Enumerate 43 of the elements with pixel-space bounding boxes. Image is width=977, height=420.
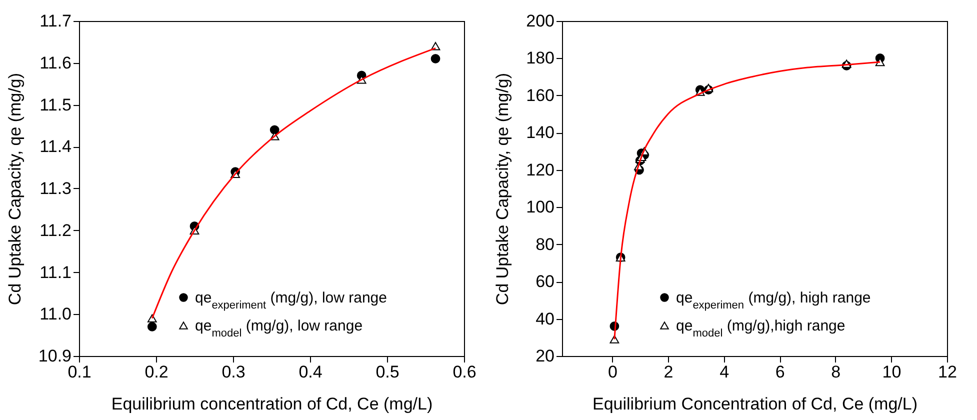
y-tick-label: 20 <box>536 346 554 366</box>
y-tick-label: 80 <box>536 234 554 254</box>
y-tick-label: 10.9 <box>38 346 72 366</box>
x-axis-title: Equilibrium concentration of Cd, Ce (mg/L) <box>111 394 433 414</box>
x-tick-label: 0.5 <box>376 362 400 382</box>
y-tick-label: 160 <box>526 86 554 105</box>
x-tick-label: 0.3 <box>222 362 246 382</box>
x-tick-label: 0.4 <box>298 362 322 382</box>
x-tick-label: 0 <box>608 362 618 382</box>
y-tick-label: 11.3 <box>40 179 72 198</box>
y-tick-label: 100 <box>526 198 554 217</box>
y-axis-title: Cd Uptake Capacity, qe (mg/g) <box>493 72 512 306</box>
y-tick-label: 11.0 <box>40 304 72 324</box>
y-tick-label: 11.5 <box>40 95 72 114</box>
y-tick-label: 40 <box>536 309 554 328</box>
y-tick-label: 180 <box>526 48 554 68</box>
point <box>147 322 157 332</box>
y-tick-label: 11.1 <box>40 262 72 282</box>
y-tick-label: 11.4 <box>40 137 72 156</box>
x-tick-label: 10 <box>882 362 902 382</box>
y-tick-label: 60 <box>536 272 554 292</box>
x-tick-label: 0.6 <box>452 362 476 382</box>
x-tick-label: 12 <box>938 362 957 382</box>
point <box>270 125 280 135</box>
y-tick-label: 120 <box>526 160 554 180</box>
legend-label: qe$_{experiment}$ (mg/g), low range <box>195 290 387 312</box>
y-tick-label: 200 <box>526 12 554 30</box>
y-tick-label: 11.7 <box>40 12 72 30</box>
x-axis-title: Equilibrium Concentration of Cd, Ce (mg/L) <box>592 394 918 414</box>
y-tick-label: 11.6 <box>40 53 72 72</box>
x-tick-label: 0.1 <box>68 362 92 382</box>
y-tick-label: 11.2 <box>40 220 72 240</box>
x-tick-label: 6 <box>775 362 785 382</box>
point <box>430 54 440 64</box>
x-tick-label: 8 <box>831 362 841 382</box>
x-tick-label: 4 <box>720 362 730 382</box>
y-axis-title: Cd Uptake Capacity, qe (mg/g) <box>5 72 24 306</box>
legend-label: qe$_{model}$ (mg/g), low range <box>195 318 363 340</box>
x-tick-label: 0.2 <box>144 362 168 382</box>
legend-label: qe$_{model}$ (mg/g),high range <box>676 318 846 340</box>
y-tick-label: 140 <box>526 123 554 142</box>
legend-label: qe$_{experimen}$ (mg/g), high range <box>676 290 871 312</box>
x-tick-label: 2 <box>664 362 674 382</box>
